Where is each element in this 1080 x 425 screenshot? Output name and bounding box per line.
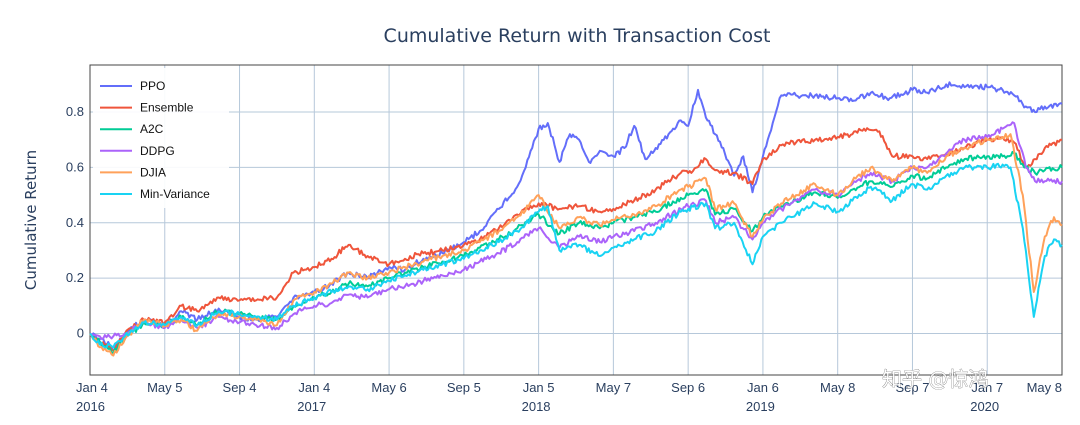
x-tick-year-label: 2016 <box>76 399 105 414</box>
x-tick-label: Sep 5 <box>447 380 481 395</box>
legend-label: DJIA <box>140 165 166 179</box>
y-tick-label: 0.6 <box>66 159 84 174</box>
x-tick-label: Jan 4 <box>298 380 330 395</box>
y-tick-label: 0.8 <box>66 104 84 119</box>
y-tick-label: 0.2 <box>66 270 84 285</box>
x-tick-labels: Jan 4 2016 May 5 Sep 4 Jan 4 2017 May 6 Sep 5 Ja… <box>76 380 1062 414</box>
x-tick-label: Jan 5 <box>523 380 555 395</box>
x-tick-year-label: 2019 <box>746 399 775 414</box>
legend-item-ensemble[interactable]: Ensemble <box>100 101 194 115</box>
legend-label: PPO <box>140 79 165 93</box>
legend-item-djia[interactable]: DJIA <box>100 165 166 179</box>
legend-label: Min-Variance <box>140 187 210 201</box>
x-tick-year-label: 2020 <box>970 399 999 414</box>
x-tick-label: May 7 <box>596 380 631 395</box>
watermark: 知乎 @惊鸿 <box>882 367 988 391</box>
series-lines <box>89 81 1063 357</box>
series-line-djia <box>89 133 1063 357</box>
x-tick-year-label: 2017 <box>297 399 326 414</box>
plot-area-border <box>89 64 1063 376</box>
x-tick-label: Sep 4 <box>223 380 257 395</box>
legend-label: Ensemble <box>140 101 194 115</box>
chart-title: Cumulative Return with Transaction Cost <box>384 25 771 47</box>
x-tick-label: May 6 <box>371 380 406 395</box>
legend-item-min-variance[interactable]: Min-Variance <box>100 187 210 201</box>
series-line-ensemble <box>89 127 1062 352</box>
legend-label: A2C <box>140 122 164 136</box>
y-tick-label: 0.4 <box>66 215 84 230</box>
series-line-min-variance <box>89 162 1063 349</box>
x-tick-label: May 8 <box>820 380 855 395</box>
x-tick-year-label: 2018 <box>522 399 551 414</box>
x-tick-label: Jan 6 <box>747 380 779 395</box>
legend-background <box>93 68 229 208</box>
x-tick-label: Sep 6 <box>671 380 705 395</box>
x-tick-label: May 8 <box>1027 380 1062 395</box>
x-tick-label: Sep 7 <box>895 380 929 395</box>
x-tick-label: Jan 4 <box>76 380 108 395</box>
y-tick-labels: 0 0.2 0.4 0.6 0.8 <box>66 104 84 340</box>
legend-item-ddpg[interactable]: DDPG <box>100 144 175 158</box>
legend[interactable]: PPO Ensemble A2C DDPG DJIA Min-Variance <box>93 68 229 208</box>
legend-label: DDPG <box>140 144 175 158</box>
legend-item-a2c[interactable]: A2C <box>100 122 164 136</box>
y-axis-label: Cumulative Return <box>22 150 40 290</box>
x-tick-label: May 5 <box>147 380 182 395</box>
y-tick-label: 0 <box>77 325 84 340</box>
legend-item-ppo[interactable]: PPO <box>100 79 165 93</box>
x-tick-label: Jan 7 <box>971 380 1003 395</box>
plot-frame <box>89 64 1063 376</box>
